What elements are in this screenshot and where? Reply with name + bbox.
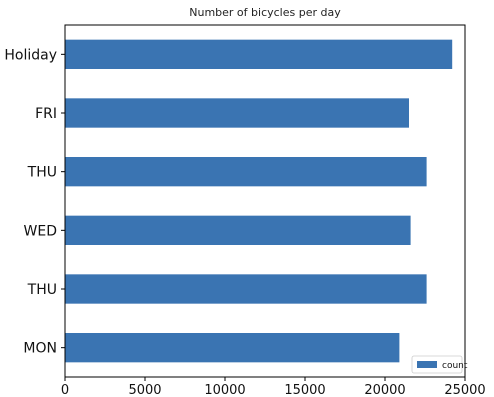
x-tick-label: 20000 bbox=[364, 383, 405, 397]
x-tick-label: 10000 bbox=[204, 383, 245, 397]
bar-mon-5 bbox=[65, 333, 400, 363]
y-tick-label: FRI bbox=[35, 106, 57, 122]
bar-thu-4 bbox=[65, 274, 427, 304]
x-tick-label: 25000 bbox=[444, 383, 485, 397]
legend-label: count bbox=[442, 361, 468, 371]
x-tick-label: 5000 bbox=[128, 383, 161, 397]
bar-holiday-0 bbox=[65, 39, 453, 69]
bar-wed-3 bbox=[65, 215, 411, 245]
y-tick-label: THU bbox=[27, 282, 57, 298]
chart-title: Number of bicycles per day bbox=[189, 6, 341, 19]
legend: count bbox=[411, 355, 468, 374]
bar-thu-2 bbox=[65, 157, 427, 187]
y-tick-label: WED bbox=[24, 223, 57, 239]
x-tick-label: 0 bbox=[61, 383, 69, 397]
plot-frame bbox=[64, 24, 466, 378]
y-tick-label: MON bbox=[23, 341, 57, 357]
y-tick-label: Holiday bbox=[4, 47, 57, 63]
x-tick-label: 15000 bbox=[284, 383, 325, 397]
legend-swatch bbox=[417, 361, 437, 368]
bar-fri-1 bbox=[65, 98, 409, 128]
y-tick-label: THU bbox=[27, 165, 57, 181]
